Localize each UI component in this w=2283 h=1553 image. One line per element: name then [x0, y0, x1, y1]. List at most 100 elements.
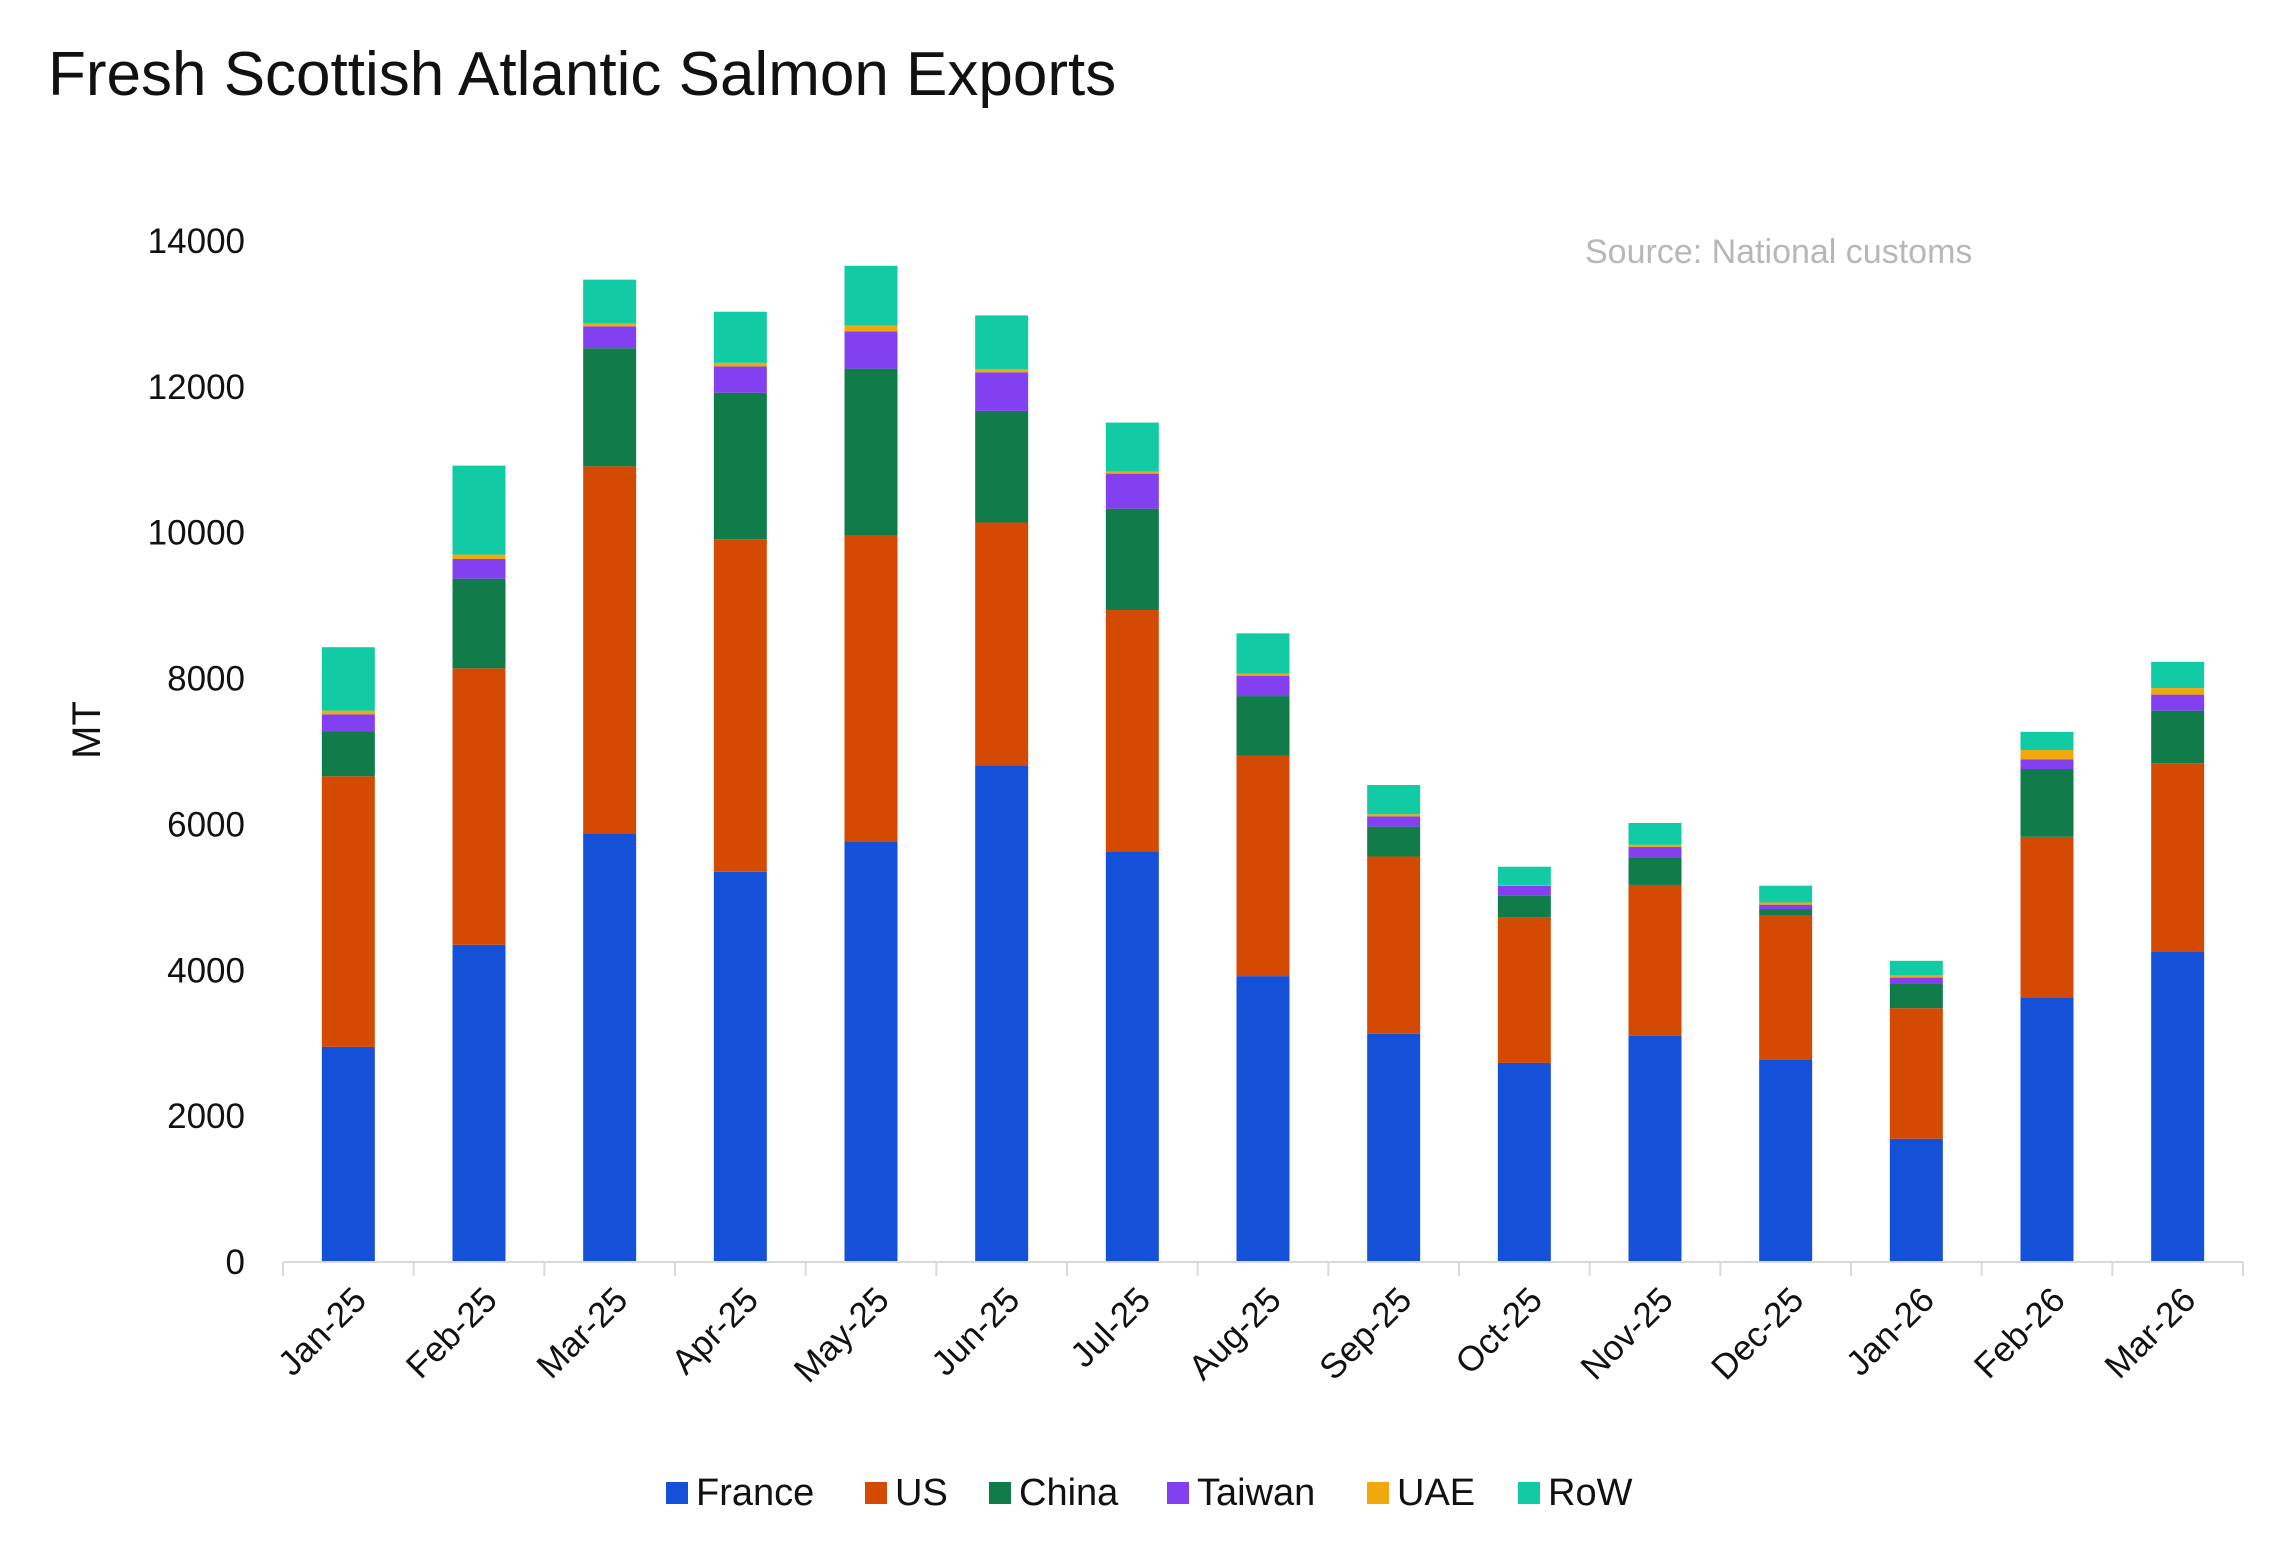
bar-segment-taiwan	[975, 372, 1029, 411]
bar-segment-china	[1367, 826, 1421, 857]
legend-swatch	[1167, 1482, 1189, 1504]
legend-label: UAE	[1397, 1472, 1475, 1514]
x-tick-label: Jul-25	[1063, 1280, 1158, 1375]
bar-segment-us	[1497, 917, 1551, 1063]
bar-segment-row	[1497, 866, 1551, 885]
bar-segment-row	[844, 265, 898, 326]
bar-segment-france	[1889, 1138, 1943, 1262]
x-tick-label: Nov-25	[1573, 1280, 1680, 1387]
legend-item-china: China	[989, 1472, 1119, 1514]
bar-segment-uae	[583, 323, 637, 327]
bar-segment-us	[844, 535, 898, 842]
bar-segment-us	[1105, 610, 1159, 852]
bar-segment-china	[1497, 895, 1551, 918]
bar-stack	[1497, 866, 1551, 1262]
bar-segment-uae	[713, 362, 767, 367]
bar-segment-taiwan	[2151, 694, 2205, 711]
bar-segment-china	[1236, 696, 1290, 756]
bar-segment-row	[975, 315, 1029, 370]
x-tick-label: Jun-25	[924, 1280, 1027, 1383]
x-tick-label: Dec-25	[1704, 1280, 1811, 1387]
bar-segment-france	[1236, 976, 1290, 1262]
y-tick-label: 0	[226, 1243, 245, 1282]
bar-stack	[844, 265, 898, 1262]
legend-item-taiwan: Taiwan	[1167, 1472, 1315, 1514]
bar-segment-taiwan	[713, 366, 767, 393]
bar-segment-france	[1497, 1062, 1551, 1262]
y-tick-label: 8000	[167, 660, 245, 699]
bar-stack	[583, 279, 637, 1262]
bar-segment-uae	[1628, 844, 1682, 848]
bar-segment-uae	[975, 369, 1029, 373]
bar-segment-china	[713, 392, 767, 540]
bar-segment-taiwan	[1889, 977, 1943, 984]
y-tick-label: 6000	[167, 805, 245, 844]
bar-segment-uae	[1889, 975, 1943, 978]
bar-segment-uae	[321, 710, 375, 715]
x-tick-label: May-25	[787, 1280, 897, 1390]
bar-stack	[2020, 731, 2074, 1262]
bar-segment-france	[1367, 1033, 1421, 1262]
bar-segment-row	[1105, 422, 1159, 472]
legend-label: Taiwan	[1197, 1472, 1315, 1514]
y-tick-label: 10000	[148, 514, 245, 553]
x-tick-label: Jan-25	[271, 1280, 374, 1383]
bar-segment-taiwan	[844, 331, 898, 369]
x-tick-label: Feb-25	[399, 1280, 505, 1386]
bar-segment-china	[844, 368, 898, 536]
bar-segment-france	[452, 944, 506, 1262]
bar-segment-row	[1889, 960, 1943, 976]
bar-segment-taiwan	[1105, 473, 1159, 509]
legend-label: US	[895, 1472, 948, 1514]
bar-segment-uae	[2020, 750, 2074, 760]
legend-swatch	[666, 1482, 688, 1504]
bar-segment-us	[2020, 836, 2074, 998]
bar-segment-france	[583, 833, 637, 1262]
bar-stack	[452, 465, 506, 1262]
bar-segment-taiwan	[1236, 675, 1290, 697]
bar-segment-france	[1759, 1059, 1813, 1262]
bar-stack	[713, 311, 767, 1262]
x-tick-label: Sep-25	[1312, 1280, 1419, 1387]
legend-swatch	[1518, 1482, 1540, 1504]
bar-segment-us	[975, 522, 1029, 766]
bar-segment-row	[1236, 633, 1290, 674]
bar-stack	[1236, 633, 1290, 1262]
bar-segment-france	[1105, 851, 1159, 1262]
bar-segment-uae	[2151, 688, 2205, 695]
bar-segment-uae	[452, 554, 506, 559]
bar-segment-china	[452, 578, 506, 669]
legend-label: China	[1019, 1472, 1119, 1514]
bar-segment-us	[1367, 856, 1421, 1034]
bar-segment-row	[1759, 885, 1813, 903]
bar-segment-uae	[1236, 673, 1290, 676]
bar-segment-china	[2020, 769, 2074, 837]
bar-segment-china	[2151, 710, 2205, 764]
x-tick-label: Feb-26	[1967, 1280, 2073, 1386]
bar-stack	[1367, 785, 1421, 1262]
bar-segment-china	[1759, 909, 1813, 916]
legend-item-row: RoW	[1518, 1472, 1633, 1514]
bar-segment-taiwan	[452, 558, 506, 579]
chart-title: Fresh Scottish Atlantic Salmon Exports	[48, 40, 1116, 109]
y-tick-label: 4000	[167, 951, 245, 990]
bar-stack	[1889, 960, 1943, 1262]
x-tick-label: Apr-25	[664, 1280, 766, 1382]
bar-segment-row	[1367, 785, 1421, 815]
bar-segment-france	[2020, 997, 2074, 1262]
bar-stack	[975, 315, 1029, 1262]
bar-segment-us	[1236, 755, 1290, 977]
x-tick-label: Oct-25	[1448, 1280, 1550, 1382]
bar-segment-taiwan	[2020, 759, 2074, 770]
bar-segment-us	[1759, 915, 1813, 1060]
legend-item-uae: UAE	[1367, 1472, 1475, 1514]
bar-stack	[1759, 885, 1813, 1262]
bar-segment-us	[2151, 763, 2205, 952]
bar-segment-us	[1889, 1008, 1943, 1139]
bar-segment-row	[583, 279, 637, 324]
x-tick-label: Mar-25	[529, 1280, 635, 1386]
bar-segment-us	[713, 539, 767, 872]
bar-segment-china	[583, 348, 637, 467]
bar-segment-taiwan	[321, 714, 375, 732]
